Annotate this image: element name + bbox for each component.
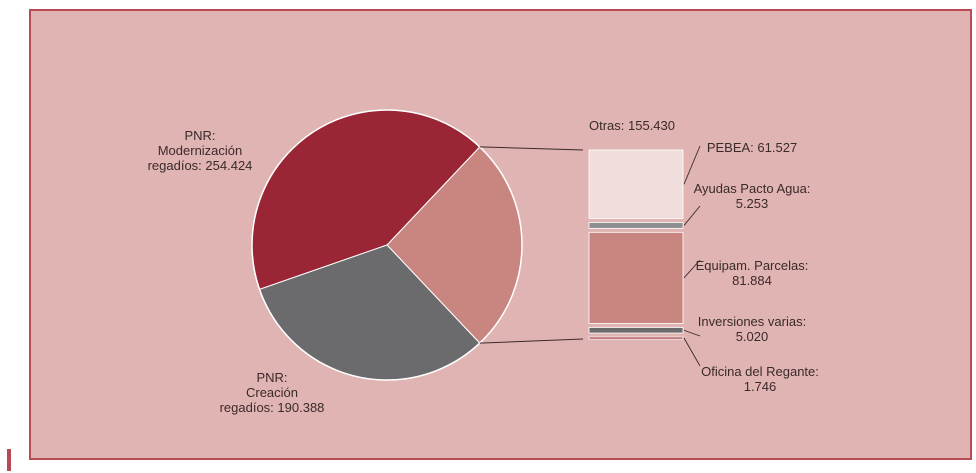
- bar-segment-3: [588, 231, 684, 324]
- pie-label-modernizacion-line-2: Modernización: [158, 143, 243, 158]
- bar-label-3-line-2: 81.884: [732, 273, 772, 288]
- bar-label-4-line-1: Inversiones varias:: [698, 314, 806, 329]
- bar-label-3-line-1: Equipam. Parcelas:: [696, 258, 809, 273]
- corner-mark: [7, 449, 11, 471]
- pie-label-modernizacion-line-3: regadíos: 254.424: [148, 158, 253, 173]
- bar-segment-4: [588, 327, 684, 334]
- pie-label-modernizacion-line-1: PNR:: [184, 128, 215, 143]
- pie-label-creacion-line-2: Creación: [246, 385, 298, 400]
- bar-label-4: Inversiones varias: 5.020: [698, 314, 806, 344]
- bar-leader-3: [683, 259, 701, 279]
- bar-label-3: Equipam. Parcelas: 81.884: [696, 258, 809, 288]
- bar-leader-1: [683, 145, 701, 185]
- bar-label-2-line-1: Ayudas Pacto Agua:: [694, 181, 811, 196]
- pie-label-creacion-line-1: PNR:: [256, 370, 287, 385]
- connector-line-top: [479, 146, 584, 151]
- pie-label-creacion: PNR: Creación regadíos: 190.388: [220, 370, 325, 415]
- bar-label-1-line-1: PEBEA: 61.527: [707, 140, 797, 155]
- bar-label-5-line-1: Oficina del Regante:: [701, 364, 819, 379]
- bar-leader-5: [683, 337, 701, 367]
- bar-label-2: Ayudas Pacto Agua: 5.253: [694, 181, 811, 211]
- pie-outline: [251, 109, 523, 381]
- pie-label-modernizacion: PNR: Modernización regadíos: 254.424: [148, 128, 253, 173]
- bar-label-2-line-2: 5.253: [736, 196, 769, 211]
- bar-label-4-line-2: 5.020: [736, 329, 769, 344]
- bar-segment-2: [588, 222, 684, 229]
- bar-label-1: PEBEA: 61.527: [707, 140, 797, 155]
- bar-label-5-line-2: 1.746: [744, 379, 777, 394]
- connector-line-bottom: [479, 338, 584, 344]
- breakdown-title: Otras: 155.430: [589, 118, 675, 133]
- bar-segment-1: [588, 149, 684, 219]
- bar-label-5: Oficina del Regante: 1.746: [701, 364, 819, 394]
- bar-leader-4: [683, 329, 701, 337]
- pie-label-creacion-line-3: regadíos: 190.388: [220, 400, 325, 415]
- bar-segment-5: [588, 336, 684, 340]
- bar-leader-2: [683, 205, 701, 226]
